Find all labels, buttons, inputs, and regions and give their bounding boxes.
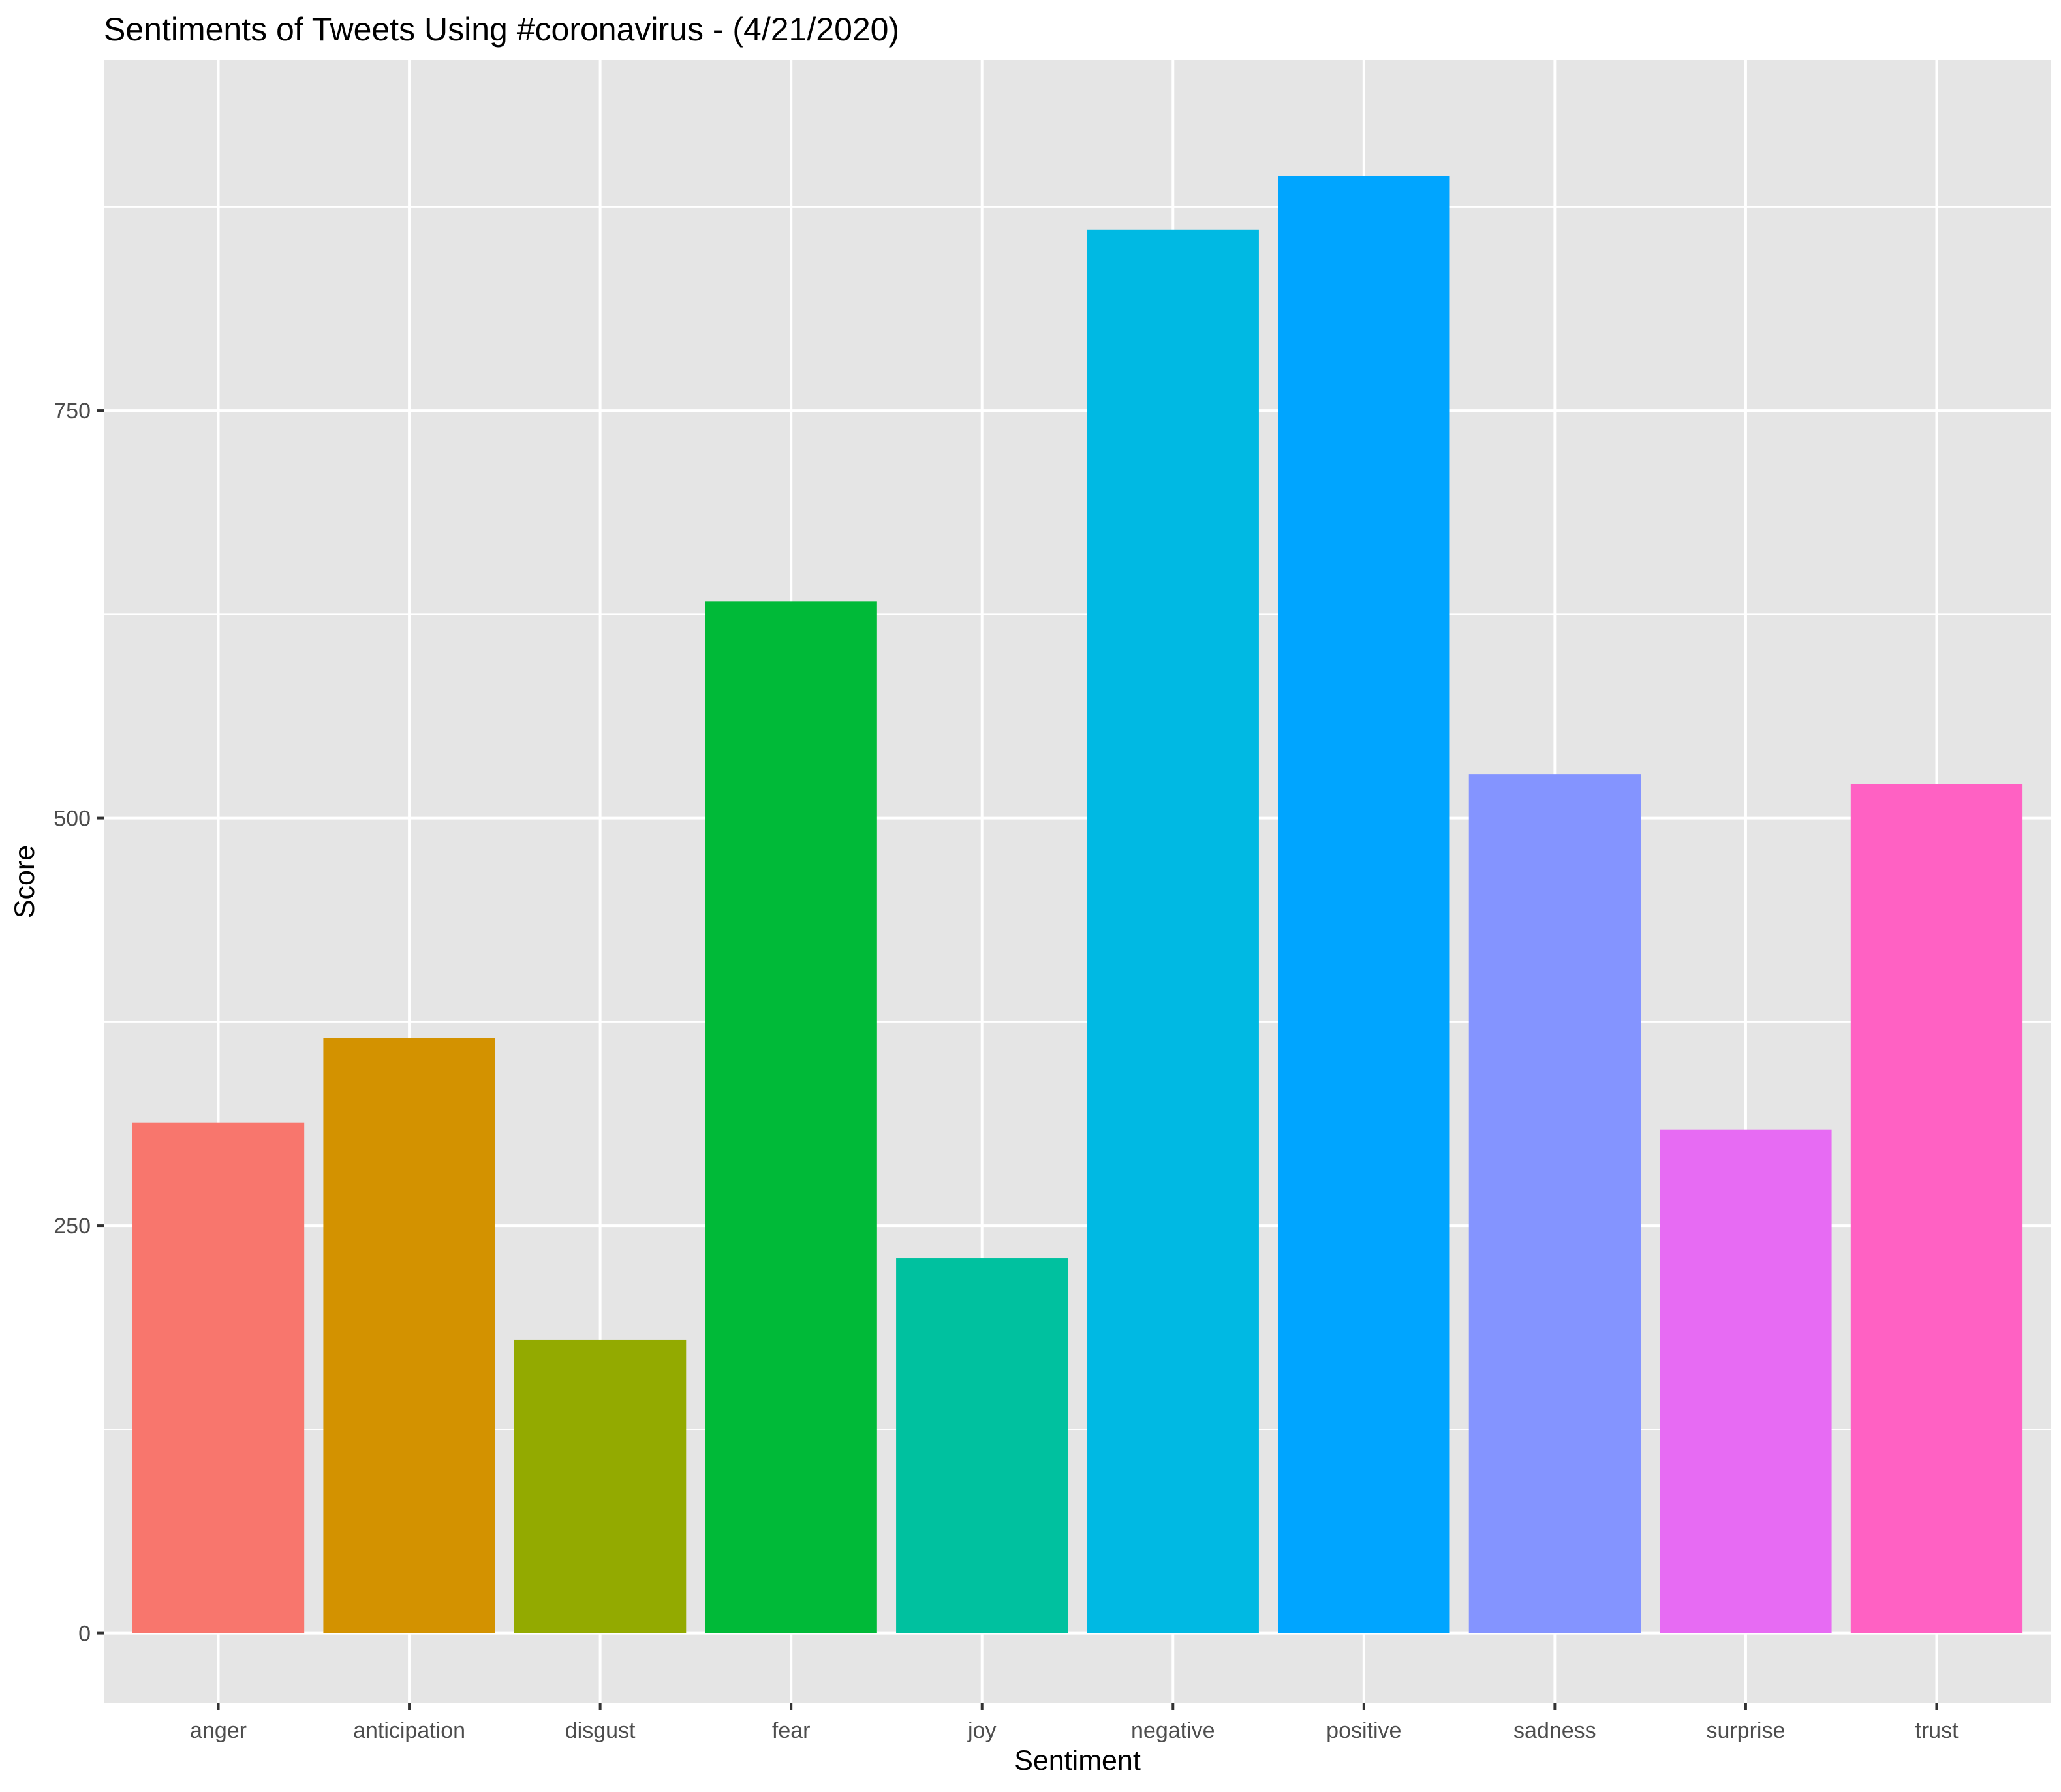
bar-negative [1087,229,1259,1633]
chart-title: Sentiments of Tweets Using #coronavirus … [104,11,899,48]
x-tick-label-joy: joy [967,1718,996,1743]
y-axis-title: Score [9,845,40,918]
bar-surprise [1660,1129,1832,1633]
x-tick-label-surprise: surprise [1706,1718,1785,1743]
x-tick-label-positive: positive [1326,1718,1401,1743]
y-tick-label: 500 [54,807,91,831]
x-tick-label-negative: negative [1131,1718,1215,1743]
x-tick-label-anger: anger [190,1718,247,1743]
bar-joy [896,1258,1068,1633]
x-tick-label-trust: trust [1915,1718,1959,1743]
y-tick-label: 750 [54,399,91,424]
bar-anger [132,1122,305,1633]
x-tick-label-fear: fear [772,1718,811,1743]
y-axis: 0 250 500 750 [54,399,104,1646]
x-axis-title: Sentiment [1014,1745,1141,1776]
bar-disgust [514,1339,687,1633]
bar-trust [1850,784,2023,1633]
x-tick-label-disgust: disgust [565,1718,636,1743]
bar-fear [705,601,877,1633]
x-tick-label-anticipation: anticipation [353,1718,465,1743]
bars [132,176,2023,1633]
bar-anticipation [323,1038,495,1633]
y-tick-label: 250 [54,1214,91,1239]
bar-sadness [1468,774,1641,1633]
x-tick-label-sadness: sadness [1513,1718,1596,1743]
y-tick-label: 0 [78,1622,91,1646]
x-axis: anger anticipation disgust fear joy negative p… [190,1703,1959,1743]
bar-positive [1278,176,1450,1633]
